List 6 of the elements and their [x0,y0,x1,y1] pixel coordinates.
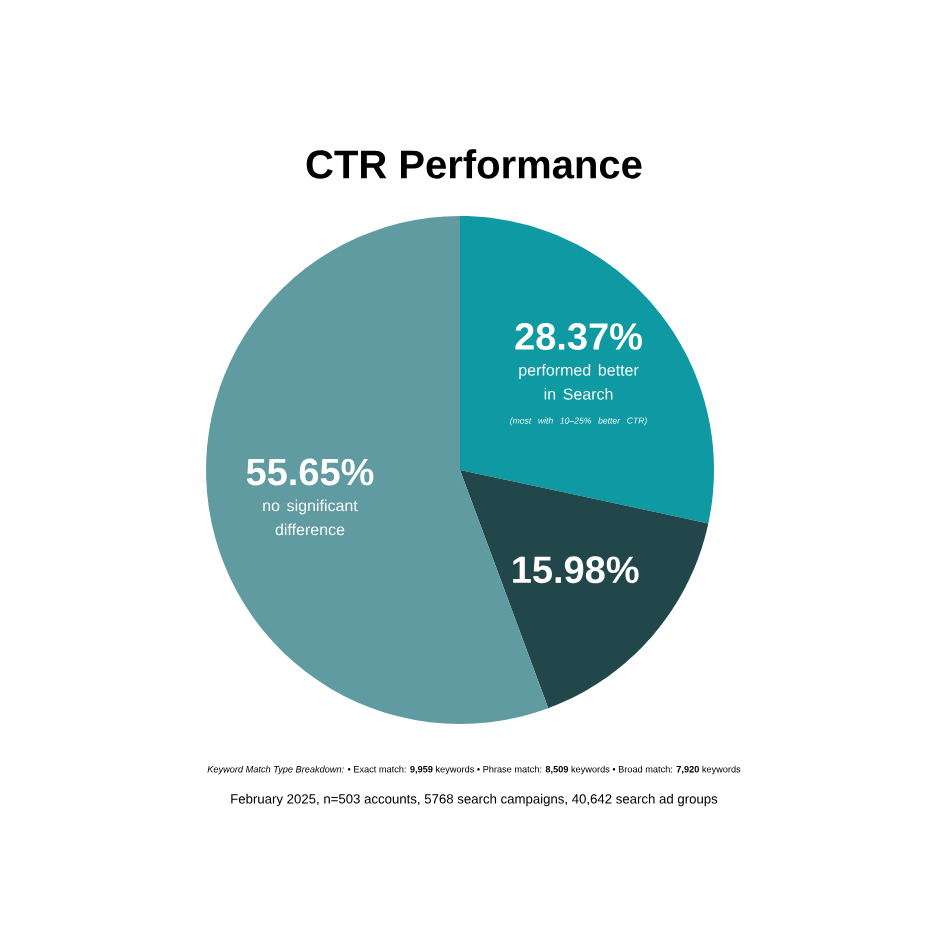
slice-label: no significant difference [263,499,358,536]
chart-title: CTR Performance [306,149,642,179]
slice-label: performed better in Search [519,363,639,400]
data-label: 55.65% [246,458,374,486]
data-label: 28.37% [515,323,642,351]
data-label: 15.98% [513,556,639,584]
